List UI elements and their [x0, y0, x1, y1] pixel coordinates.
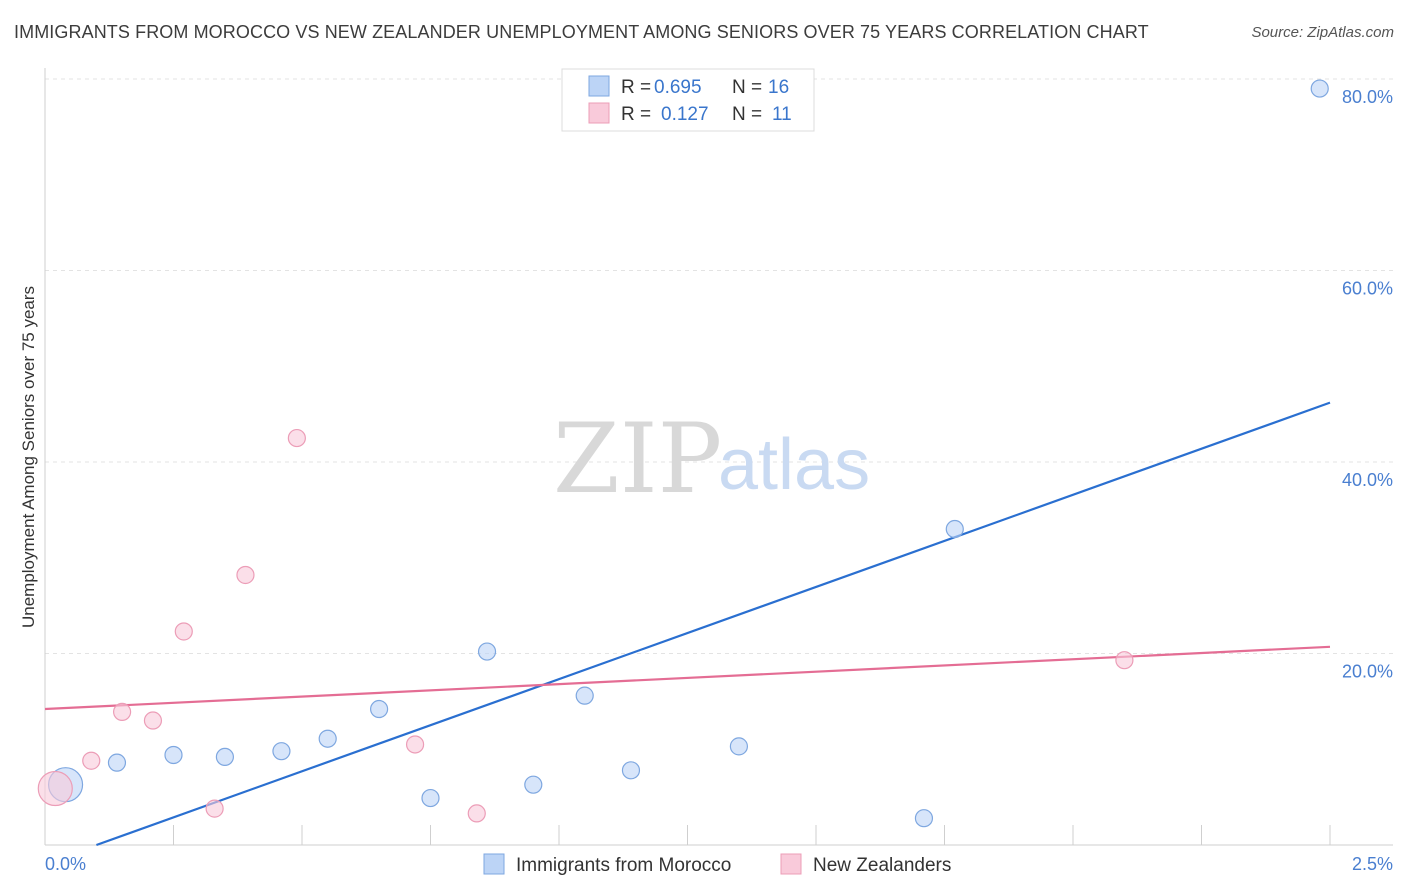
chart-source: Source: ZipAtlas.com: [1251, 24, 1394, 41]
data-point-blue: [1310, 79, 1329, 98]
data-point-pink: [82, 751, 101, 770]
data-point-pink: [236, 565, 255, 585]
y-axis-title: Unemployment Among Seniors over 75 years: [19, 286, 38, 628]
watermark-atlas: atlas: [718, 425, 870, 505]
x-tick-label: 2.5%: [1352, 854, 1393, 874]
data-points: [37, 79, 1329, 828]
legend-swatch-morocco: [483, 853, 505, 875]
legend-label-new-zealanders: New Zealanders: [813, 855, 951, 876]
data-point-blue: [729, 737, 749, 756]
data-point-pink: [1115, 651, 1134, 670]
data-point-pink: [143, 711, 163, 730]
x-tick-label: 0.0%: [45, 854, 86, 874]
legend: R = 0.695 N = 16 R = 0.127 N = 11: [561, 68, 815, 132]
data-point-pink: [287, 428, 306, 448]
data-point-blue: [575, 686, 594, 705]
data-point-blue: [370, 699, 389, 719]
y-tick-label: 60.0%: [1342, 279, 1393, 299]
chart-title: IMMIGRANTS FROM MOROCCO VS NEW ZEALANDER…: [14, 22, 1149, 42]
data-point-blue: [107, 753, 127, 772]
data-point-pink: [112, 702, 132, 722]
grid-lines: [45, 78, 1393, 654]
legend-n-value: 16: [768, 77, 789, 98]
legend-r-label: R =: [621, 77, 651, 98]
data-point-pink: [205, 799, 224, 818]
axes: [44, 68, 1393, 846]
y-tick-label: 80.0%: [1342, 87, 1393, 107]
trend-line-blue: [96, 401, 1331, 847]
legend-r-label: R =: [621, 104, 651, 125]
data-point-blue: [272, 742, 291, 761]
y-tick-labels: 20.0% 40.0% 60.0% 80.0%: [1342, 87, 1393, 682]
data-point-blue: [524, 775, 543, 794]
legend-r-value: 0.127: [661, 104, 709, 125]
data-point-blue: [914, 809, 934, 828]
y-tick-label: 20.0%: [1342, 662, 1393, 682]
data-point-blue: [621, 761, 641, 780]
data-point-blue: [164, 745, 183, 765]
data-point-pink: [405, 735, 425, 754]
legend-label-morocco: Immigrants from Morocco: [516, 855, 731, 876]
watermark-zip: ZIP: [553, 403, 722, 515]
data-point-blue: [318, 729, 337, 748]
series-legend: Immigrants from Morocco New Zealanders: [483, 853, 951, 876]
legend-n-label: N =: [732, 104, 762, 125]
data-point-pink: [467, 804, 486, 823]
legend-n-label: N =: [732, 77, 762, 98]
legend-n-value: 11: [772, 104, 792, 125]
trend-line-pink: [44, 645, 1331, 711]
legend-swatch-new-zealanders: [780, 853, 802, 875]
y-tick-label: 40.0%: [1342, 470, 1393, 490]
legend-swatch-blue: [588, 75, 610, 97]
legend-swatch-pink: [588, 102, 610, 124]
data-point-blue: [421, 788, 440, 808]
legend-r-value: 0.695: [654, 77, 702, 98]
data-point-pink: [37, 770, 73, 807]
data-point-pink: [174, 622, 193, 641]
watermark: ZIP atlas: [553, 403, 870, 515]
data-point-blue: [945, 519, 964, 539]
x-tick-labels: 0.0% 2.5%: [45, 854, 1393, 874]
data-point-blue: [215, 747, 234, 767]
data-point-blue: [477, 642, 497, 661]
